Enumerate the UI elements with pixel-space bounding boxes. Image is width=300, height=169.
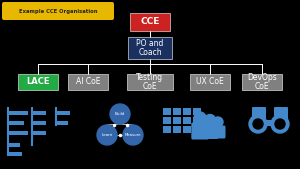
FancyBboxPatch shape bbox=[56, 121, 68, 125]
Text: Measure: Measure bbox=[125, 133, 141, 137]
Text: CCE: CCE bbox=[140, 18, 160, 27]
FancyBboxPatch shape bbox=[274, 107, 288, 119]
FancyBboxPatch shape bbox=[130, 13, 170, 31]
FancyBboxPatch shape bbox=[252, 107, 266, 119]
FancyBboxPatch shape bbox=[2, 2, 114, 20]
FancyBboxPatch shape bbox=[183, 126, 191, 133]
FancyBboxPatch shape bbox=[8, 152, 22, 156]
FancyBboxPatch shape bbox=[18, 74, 58, 90]
FancyBboxPatch shape bbox=[191, 123, 209, 139]
FancyBboxPatch shape bbox=[8, 111, 28, 115]
FancyBboxPatch shape bbox=[56, 111, 70, 115]
Text: PO and
Coach: PO and Coach bbox=[136, 39, 164, 57]
Text: Example CCE Organisation: Example CCE Organisation bbox=[19, 8, 97, 14]
Circle shape bbox=[194, 112, 206, 124]
Text: AI CoE: AI CoE bbox=[76, 78, 100, 87]
FancyBboxPatch shape bbox=[183, 117, 191, 124]
FancyBboxPatch shape bbox=[8, 121, 24, 125]
FancyBboxPatch shape bbox=[32, 111, 46, 115]
FancyBboxPatch shape bbox=[173, 126, 181, 133]
Circle shape bbox=[249, 115, 267, 133]
FancyBboxPatch shape bbox=[202, 124, 218, 139]
Circle shape bbox=[205, 115, 215, 126]
FancyBboxPatch shape bbox=[190, 74, 230, 90]
FancyBboxPatch shape bbox=[32, 121, 46, 125]
FancyBboxPatch shape bbox=[32, 131, 46, 135]
FancyBboxPatch shape bbox=[173, 108, 181, 115]
Circle shape bbox=[123, 125, 143, 145]
Text: LACE: LACE bbox=[26, 78, 50, 87]
FancyBboxPatch shape bbox=[242, 74, 282, 90]
FancyBboxPatch shape bbox=[193, 126, 201, 133]
FancyBboxPatch shape bbox=[8, 143, 20, 147]
FancyBboxPatch shape bbox=[163, 126, 171, 133]
FancyBboxPatch shape bbox=[266, 120, 272, 126]
Circle shape bbox=[110, 104, 130, 124]
FancyBboxPatch shape bbox=[127, 74, 173, 90]
FancyBboxPatch shape bbox=[211, 126, 226, 139]
Circle shape bbox=[253, 119, 263, 129]
FancyBboxPatch shape bbox=[128, 37, 172, 59]
FancyBboxPatch shape bbox=[68, 74, 108, 90]
FancyBboxPatch shape bbox=[193, 108, 201, 115]
FancyBboxPatch shape bbox=[193, 117, 201, 124]
Text: UX CoE: UX CoE bbox=[196, 78, 224, 87]
Circle shape bbox=[213, 117, 223, 127]
Text: Testing
CoE: Testing CoE bbox=[136, 73, 164, 91]
Text: DevOps
CoE: DevOps CoE bbox=[247, 73, 277, 91]
FancyBboxPatch shape bbox=[163, 117, 171, 124]
Text: Build: Build bbox=[115, 112, 125, 116]
FancyBboxPatch shape bbox=[163, 108, 171, 115]
FancyBboxPatch shape bbox=[8, 131, 28, 135]
Circle shape bbox=[271, 115, 289, 133]
Circle shape bbox=[97, 125, 117, 145]
FancyBboxPatch shape bbox=[173, 117, 181, 124]
FancyBboxPatch shape bbox=[183, 108, 191, 115]
Text: Learn: Learn bbox=[101, 133, 113, 137]
Circle shape bbox=[275, 119, 285, 129]
